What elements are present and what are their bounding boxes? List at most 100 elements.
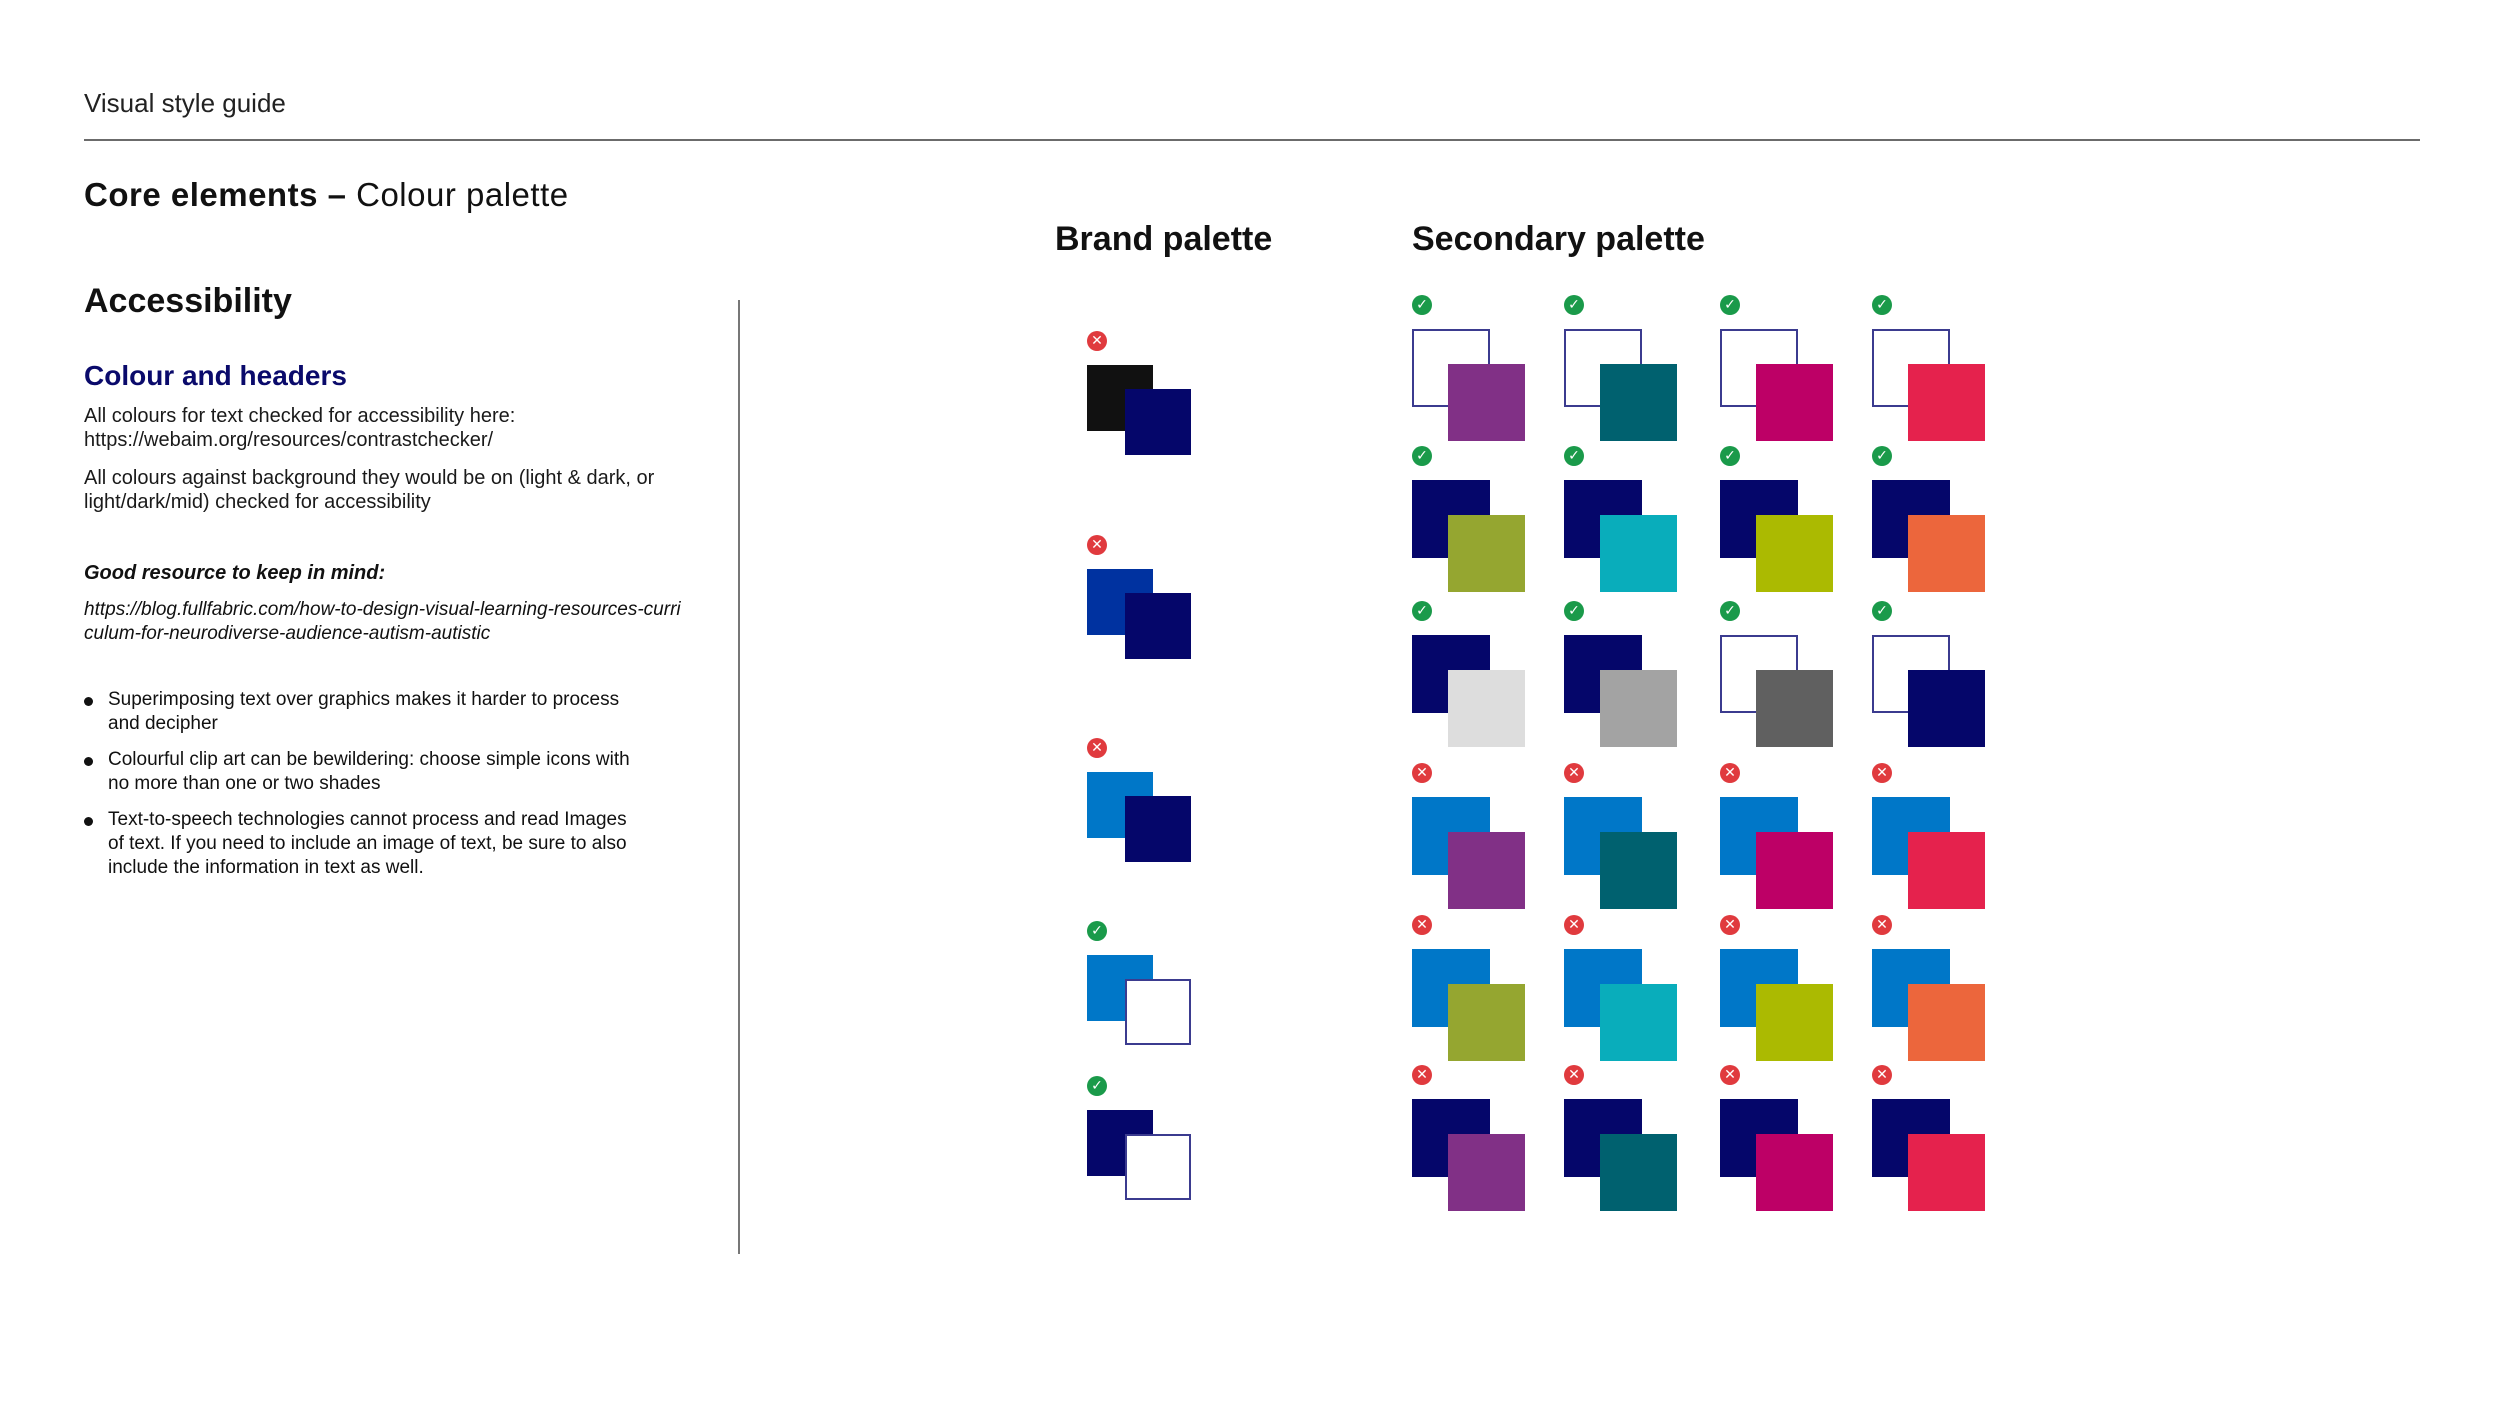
tip-item: Text-to-speech technologies cannot proce… bbox=[84, 808, 644, 880]
header-divider bbox=[84, 139, 2420, 141]
vertical-divider bbox=[738, 300, 740, 1254]
colour-pair-swatch: ✕ bbox=[1412, 1065, 1530, 1211]
contrast-checker-note: All colours for text checked for accessi… bbox=[84, 405, 516, 451]
foreground-colour-square bbox=[1600, 364, 1677, 441]
foreground-colour-square bbox=[1756, 364, 1833, 441]
foreground-colour-square bbox=[1908, 515, 1985, 592]
foreground-colour-square bbox=[1908, 670, 1985, 747]
section-title: Core elements – Colour palette bbox=[84, 176, 569, 214]
check-circle-icon: ✓ bbox=[1564, 446, 1584, 466]
check-circle-icon: ✓ bbox=[1872, 295, 1892, 315]
foreground-colour-square bbox=[1448, 832, 1525, 909]
foreground-colour-square bbox=[1756, 984, 1833, 1061]
foreground-colour-square bbox=[1125, 593, 1191, 659]
colour-pair-swatch: ✕ bbox=[1564, 915, 1682, 1061]
check-circle-icon: ✓ bbox=[1087, 921, 1107, 941]
cross-circle-icon: ✕ bbox=[1412, 1065, 1432, 1085]
colour-pair-swatch: ✓ bbox=[1412, 295, 1530, 441]
colour-pair-swatch: ✕ bbox=[1564, 763, 1682, 909]
colour-pair-swatch: ✕ bbox=[1872, 1065, 1990, 1211]
foreground-colour-square bbox=[1908, 984, 1985, 1061]
colour-headers-heading: Colour and headers bbox=[84, 360, 347, 391]
foreground-colour-square bbox=[1908, 364, 1985, 441]
cross-circle-icon: ✕ bbox=[1087, 331, 1107, 351]
check-circle-icon: ✓ bbox=[1872, 601, 1892, 621]
cross-circle-icon: ✕ bbox=[1720, 763, 1740, 783]
cross-circle-icon: ✕ bbox=[1564, 1065, 1584, 1085]
section-title-sub: Colour palette bbox=[356, 176, 569, 213]
background-check-note: All colours against background they woul… bbox=[84, 467, 655, 513]
colour-pair-swatch: ✕ bbox=[1872, 763, 1990, 909]
colour-pair-swatch: ✓ bbox=[1087, 1076, 1205, 1220]
check-circle-icon: ✓ bbox=[1412, 601, 1432, 621]
colour-pair-swatch: ✕ bbox=[1412, 915, 1530, 1061]
foreground-colour-square bbox=[1756, 832, 1833, 909]
check-circle-icon: ✓ bbox=[1412, 446, 1432, 466]
colour-pair-swatch: ✓ bbox=[1720, 446, 1838, 592]
check-circle-icon: ✓ bbox=[1564, 601, 1584, 621]
colour-pair-swatch: ✕ bbox=[1412, 763, 1530, 909]
secondary-palette-title: Secondary palette bbox=[1412, 220, 1705, 258]
foreground-colour-square bbox=[1448, 364, 1525, 441]
check-circle-icon: ✓ bbox=[1087, 1076, 1107, 1096]
colour-pair-swatch: ✕ bbox=[1720, 915, 1838, 1061]
foreground-colour-square bbox=[1125, 1134, 1191, 1200]
colour-pair-swatch: ✓ bbox=[1872, 601, 1990, 747]
foreground-colour-square bbox=[1756, 515, 1833, 592]
cross-circle-icon: ✕ bbox=[1087, 738, 1107, 758]
foreground-colour-square bbox=[1600, 984, 1677, 1061]
cross-circle-icon: ✕ bbox=[1412, 763, 1432, 783]
colour-pair-swatch: ✕ bbox=[1564, 1065, 1682, 1211]
colour-pair-swatch: ✓ bbox=[1087, 921, 1205, 1065]
foreground-colour-square bbox=[1448, 670, 1525, 747]
foreground-colour-square bbox=[1448, 1134, 1525, 1211]
cross-circle-icon: ✕ bbox=[1872, 763, 1892, 783]
tips-list: Superimposing text over graphics makes i… bbox=[84, 688, 644, 892]
check-circle-icon: ✓ bbox=[1412, 295, 1432, 315]
colour-pair-swatch: ✓ bbox=[1564, 601, 1682, 747]
check-circle-icon: ✓ bbox=[1720, 601, 1740, 621]
foreground-colour-square bbox=[1908, 832, 1985, 909]
colour-pair-swatch: ✓ bbox=[1872, 446, 1990, 592]
foreground-colour-square bbox=[1125, 389, 1191, 455]
cross-circle-icon: ✕ bbox=[1087, 535, 1107, 555]
foreground-colour-square bbox=[1600, 832, 1677, 909]
cross-circle-icon: ✕ bbox=[1720, 915, 1740, 935]
colour-pair-swatch: ✕ bbox=[1087, 738, 1205, 882]
section-title-bold: Core elements – bbox=[84, 176, 347, 213]
foreground-colour-square bbox=[1600, 515, 1677, 592]
cross-circle-icon: ✕ bbox=[1872, 915, 1892, 935]
foreground-colour-square bbox=[1125, 979, 1191, 1045]
foreground-colour-square bbox=[1600, 670, 1677, 747]
colour-pair-swatch: ✓ bbox=[1412, 446, 1530, 592]
check-circle-icon: ✓ bbox=[1564, 295, 1584, 315]
brand-palette-title: Brand palette bbox=[1055, 220, 1273, 258]
cross-circle-icon: ✕ bbox=[1564, 915, 1584, 935]
check-circle-icon: ✓ bbox=[1720, 295, 1740, 315]
colour-pair-swatch: ✕ bbox=[1720, 1065, 1838, 1211]
resource-heading: Good resource to keep in mind: bbox=[84, 562, 386, 584]
cross-circle-icon: ✕ bbox=[1720, 1065, 1740, 1085]
colour-pair-swatch: ✕ bbox=[1087, 535, 1205, 679]
colour-pair-swatch: ✓ bbox=[1564, 295, 1682, 441]
colour-pair-swatch: ✓ bbox=[1564, 446, 1682, 592]
colour-pair-swatch: ✓ bbox=[1720, 295, 1838, 441]
foreground-colour-square bbox=[1756, 670, 1833, 747]
foreground-colour-square bbox=[1756, 1134, 1833, 1211]
tip-item: Colourful clip art can be bewildering: c… bbox=[84, 748, 644, 796]
foreground-colour-square bbox=[1448, 515, 1525, 592]
foreground-colour-square bbox=[1908, 1134, 1985, 1211]
colour-pair-swatch: ✓ bbox=[1412, 601, 1530, 747]
tip-item: Superimposing text over graphics makes i… bbox=[84, 688, 644, 736]
cross-circle-icon: ✕ bbox=[1412, 915, 1432, 935]
cross-circle-icon: ✕ bbox=[1564, 763, 1584, 783]
colour-pair-swatch: ✓ bbox=[1872, 295, 1990, 441]
foreground-colour-square bbox=[1448, 984, 1525, 1061]
resource-link: https://blog.fullfabric.com/how-to-desig… bbox=[84, 599, 681, 644]
colour-pair-swatch: ✕ bbox=[1872, 915, 1990, 1061]
colour-pair-swatch: ✕ bbox=[1720, 763, 1838, 909]
cross-circle-icon: ✕ bbox=[1872, 1065, 1892, 1085]
colour-pair-swatch: ✓ bbox=[1720, 601, 1838, 747]
check-circle-icon: ✓ bbox=[1872, 446, 1892, 466]
document-label: Visual style guide bbox=[84, 88, 286, 118]
